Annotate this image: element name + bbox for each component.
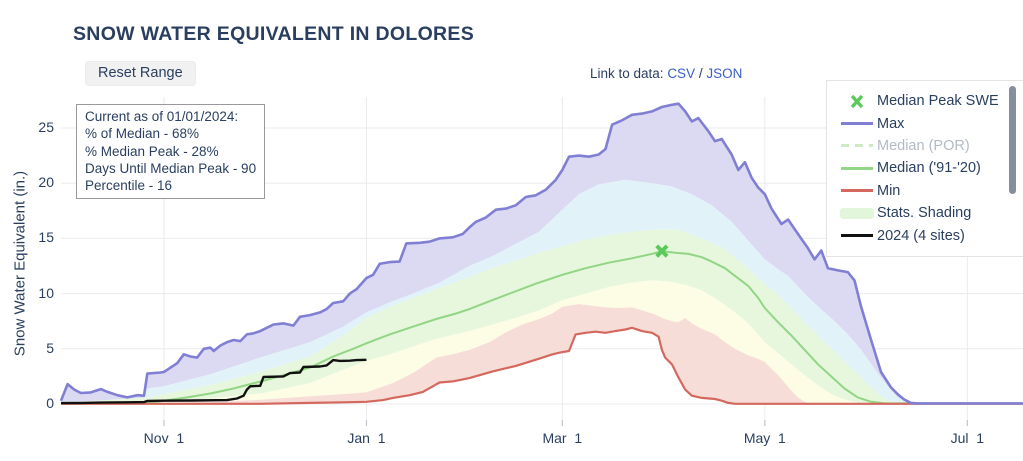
legend-line-icon	[837, 228, 877, 243]
y-tick-label: 10	[38, 284, 54, 301]
legend-line-icon	[837, 183, 877, 198]
y-tick-label: 5	[46, 339, 54, 356]
legend-item-stats-shading[interactable]: Stats. Shading	[837, 202, 1023, 224]
legend-item-label: Max	[877, 115, 905, 132]
band-p75-to-p25	[61, 229, 1023, 404]
legend-line-icon	[837, 116, 877, 131]
page-title: SNOW WATER EQUIVALENT IN DOLORES	[73, 23, 475, 45]
x-tick-label: Nov 1	[143, 430, 185, 446]
reset-range-button[interactable]: Reset Range	[85, 61, 196, 86]
min-line	[61, 326, 1023, 405]
legend-item-max[interactable]: Max	[837, 112, 1023, 134]
median-peak-marker-icon	[837, 94, 877, 109]
band-p10-to-min	[61, 304, 1023, 404]
info-line-days-until-peak: Days Until Median Peak - 90	[85, 160, 257, 176]
shading-band-icon	[837, 206, 877, 221]
legend-item-label: 2024 (4 sites)	[877, 227, 965, 244]
median-peak-marker-icon	[655, 244, 669, 258]
line-2024	[60, 358, 367, 405]
band-max-to-p90	[61, 103, 1023, 404]
legend-item-label: Min	[877, 182, 901, 199]
band-p25-to-p10	[61, 280, 1023, 404]
legend-item-median-por[interactable]: Median (POR)	[837, 135, 1023, 157]
legend-item-median-peak-swe[interactable]: Median Peak SWE	[837, 90, 1023, 112]
csv-link[interactable]: CSV	[667, 66, 696, 81]
x-tick-label: May 1	[743, 430, 786, 446]
band-p90-to-p75	[61, 179, 1023, 404]
info-line-percentile: Percentile - 16	[85, 178, 173, 194]
json-link[interactable]: JSON	[706, 66, 743, 81]
legend-item-min[interactable]: Min	[837, 180, 1023, 202]
x-tick-label: Mar 1	[542, 430, 583, 446]
y-tick-label: 20	[38, 174, 54, 191]
y-tick-label: 0	[46, 395, 54, 411]
y-axis-title: Snow Water Equivalent (in.)	[11, 170, 29, 357]
legend-line-icon	[837, 161, 877, 176]
legend-item-label: Stats. Shading	[877, 205, 972, 222]
x-tick-label: Jul 1	[950, 430, 985, 446]
y-tick-label: 25	[38, 119, 54, 135]
legend: Median Peak SWE Max Median (POR) Median ('9…	[826, 80, 1023, 257]
info-line-current: Current as of 01/01/2024:	[85, 109, 239, 124]
link-separator: /	[695, 66, 707, 81]
y-tick-label: 15	[38, 229, 54, 246]
legend-item-median-91-20[interactable]: Median ('91-'20)	[837, 157, 1023, 179]
max-line	[59, 102, 1023, 405]
legend-item-label: Median Peak SWE	[877, 93, 999, 110]
info-line-pct-median: % of Median - 68%	[85, 126, 200, 142]
x-tick-label: Jan 1	[347, 430, 386, 446]
median-line	[60, 250, 1023, 405]
legend-item-label: Median (POR)	[877, 137, 970, 154]
legend-item-2024-4-sites[interactable]: 2024 (4 sites)	[837, 224, 1023, 246]
info-box: Current as of 01/01/2024: % of Median - …	[76, 104, 266, 200]
info-line-pct-median-peak: % Median Peak - 28%	[85, 143, 219, 159]
link-to-data-label: Link to data:	[590, 66, 668, 81]
legend-scrollbar[interactable]	[1009, 86, 1016, 194]
dashed-line-icon	[837, 138, 877, 153]
link-to-data: Link to data: CSV / JSON	[590, 66, 742, 81]
legend-item-label: Median ('91-'20)	[877, 160, 981, 177]
